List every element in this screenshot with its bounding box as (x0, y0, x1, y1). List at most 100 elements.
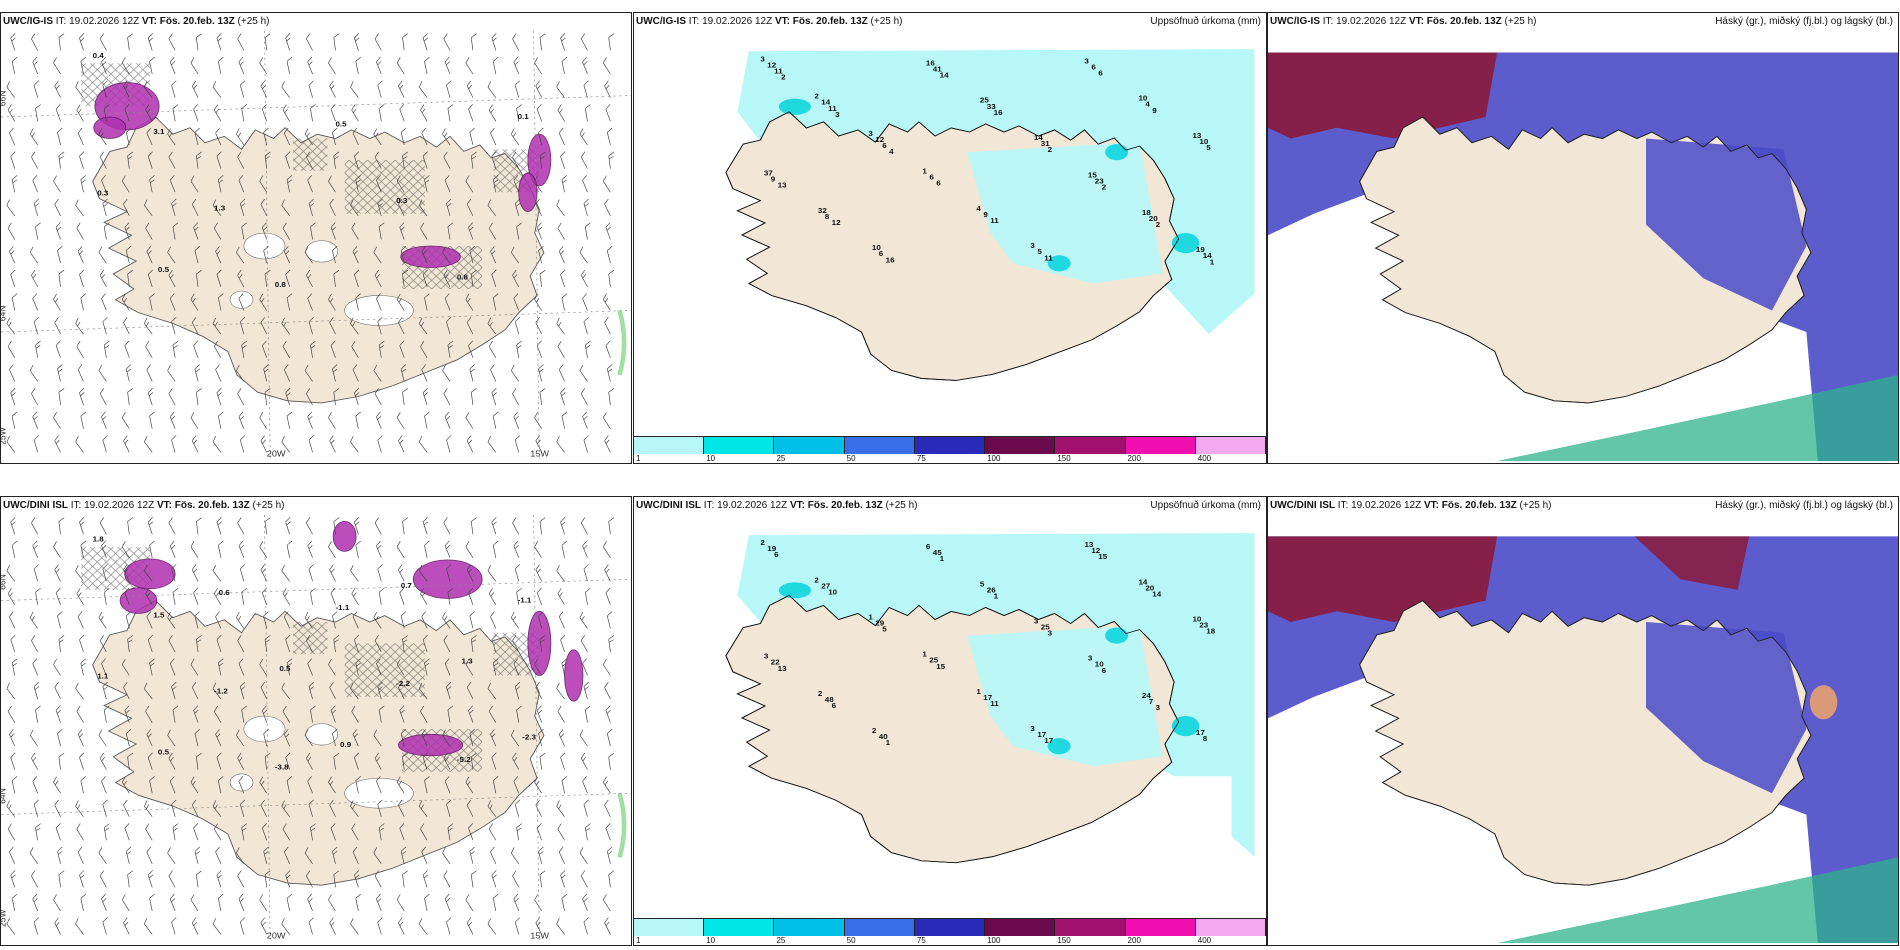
precip-amount-label: 2 (1048, 146, 1052, 154)
graticule-label: 20W (267, 931, 286, 941)
precip-amount-label: 6 (882, 142, 886, 150)
valid-time: Fös. 20.feb. 13Z (171, 500, 250, 511)
precip-amount-label: 13 (1084, 541, 1093, 549)
wind-map: 0.4 3.1 1.3 0.8 0.5 0.3 0.8 0.1 0.3 0.5 66N 64N 25W 2… (1, 31, 631, 461)
precip-amount-label: 3 (868, 130, 872, 138)
wind-value-label: 0.5 (158, 265, 170, 274)
init-time: IT: 19.02.2026 12Z (1320, 16, 1409, 27)
precip-amount-label: 14 (1152, 590, 1162, 598)
precip-amount-label: 25 (929, 656, 938, 664)
precip-map: 2211131314103226533241719272925171712202… (634, 515, 1266, 917)
colorbar-swatch (704, 919, 775, 936)
panel-header: UWC/DINI ISL IT: 19.02.2026 12Z VT: Fös.… (634, 497, 918, 515)
precip-amount-label: 18 (1206, 627, 1215, 635)
precip-amount-label: 2 (760, 539, 764, 547)
panel-header: UWC/DINI ISL IT: 19.02.2026 12Z VT: Fös.… (1, 497, 285, 515)
wind-value-label: 0.8 (275, 280, 287, 289)
precip-amount-label: 11 (828, 104, 836, 112)
precip-amount-label: 6 (926, 543, 930, 551)
precip-amount-label: 26 (987, 586, 996, 594)
valid-time-label: VT: (141, 16, 157, 27)
precip-amount-label: 6 (936, 179, 940, 187)
valid-time: Fös. 20.feb. 13Z (804, 500, 883, 511)
colorbar-tick-label: 10 (706, 936, 716, 945)
precip-amount-label: 25 (980, 96, 989, 104)
precip-amount-label: 2 (781, 73, 785, 81)
precip-amount-label: 12 (767, 61, 776, 69)
precip-amount-label: 24 (1142, 691, 1152, 699)
lead-time: (+25 h) (867, 16, 903, 27)
precip-amount-label: 17 (1196, 729, 1205, 737)
graticule-label: 20W (267, 449, 286, 459)
precip-amount-label: 14 (1203, 252, 1213, 260)
precip-amount-label: 11 (774, 67, 782, 75)
precip-amount-label: 48 (825, 695, 834, 703)
precip-amount-label: 41 (933, 65, 942, 73)
graticule-label: 25W (1, 909, 8, 927)
precip-amount-label: 22 (771, 658, 780, 666)
precip-amount-label: 14 (940, 71, 950, 79)
precip-amount-label: 8 (1203, 735, 1207, 743)
wind-map: 1.8 1.5 -1.2 -3.8 -1.1 -2.2 -5.2 -1.1 1.1 0.5 0.6 0… (1, 515, 631, 943)
precip-amount-label: 3 (1030, 242, 1034, 250)
graticule-label: 64N (1, 788, 8, 804)
precip-amount-label: 1 (922, 650, 926, 658)
colorbar-tick-label: 10 (706, 454, 716, 463)
precip-amount-label: 10 (828, 588, 837, 596)
valid-time-label: VT: (156, 500, 172, 511)
map-panel-ig-wind: UWC/IG-IS IT: 19.02.2026 12Z VT: Fös. 20… (0, 12, 632, 464)
model-name: UWC/DINI ISL (1270, 500, 1335, 511)
precip-amount-label: 15 (1088, 171, 1097, 179)
precip-amount-label: 10 (1138, 94, 1147, 102)
precip-amount-label: 8 (825, 212, 829, 220)
colorbar-swatch (634, 437, 705, 454)
precip-amount-label: 14 (1138, 578, 1148, 586)
lead-time: (+25 h) (882, 500, 918, 511)
precip-amount-label: 10 (1192, 615, 1201, 623)
precip-amount-label: 25 (1041, 623, 1050, 631)
precip-amount-label: 4 (976, 204, 981, 212)
colorbar-tick-label: 150 (1057, 936, 1071, 945)
precip-amount-label: 2 (1102, 183, 1106, 191)
precip-amount-label: 3 (1048, 629, 1052, 637)
colorbar-swatch (844, 919, 915, 936)
init-time: IT: 19.02.2026 12Z (1335, 500, 1424, 511)
lead-time: (+25 h) (1516, 500, 1552, 511)
precip-amount-label: 12 (1091, 547, 1100, 555)
precip-amount-label: 12 (832, 218, 841, 226)
cloud-map (1268, 515, 1898, 943)
precip-amount-label: 6 (929, 173, 933, 181)
precip-amount-label: 18 (1142, 208, 1151, 216)
precip-amount-label: 11 (990, 216, 998, 224)
lead-time: (+25 h) (249, 500, 285, 511)
graticule-label: 15W (530, 449, 549, 459)
precip-amount-label: 19 (767, 545, 776, 553)
precip-amount-label: 6 (1102, 666, 1106, 674)
wind-value-label: 0.4 (93, 51, 105, 60)
precip-amount-label: 1 (940, 555, 944, 563)
precip-amount-label: 3 (1084, 57, 1088, 65)
wind-value-label: 0.5 (158, 748, 170, 757)
precip-amount-label: 20 (1149, 214, 1158, 222)
colorbar-tick-label: 100 (987, 454, 1001, 463)
precip-amount-label: 2 (1156, 220, 1160, 228)
precip-amount-label: 9 (771, 175, 775, 183)
precip-colorbar: 1 10 25 50 75 100 150 200 400 (634, 918, 1266, 945)
precip-amount-label: 3 (1088, 654, 1092, 662)
colorbar-swatch (844, 437, 915, 454)
precip-amount-label: 3 (764, 652, 768, 660)
wind-value-label: 0.6 (219, 588, 231, 597)
wind-value-label: -5.2 (457, 755, 471, 764)
colorbar-swatch (914, 437, 986, 454)
precip-amount-label: 20 (1145, 584, 1154, 592)
colorbar-swatch (634, 919, 705, 936)
model-name: UWC/DINI ISL (636, 500, 701, 511)
wind-value-label: -1.2 (214, 687, 228, 696)
precip-amount-label: 12 (875, 136, 884, 144)
init-time: IT: 19.02.2026 12Z (686, 16, 775, 27)
precip-amount-label: 16 (994, 108, 1003, 116)
precip-amount-label: 13 (1192, 132, 1201, 140)
valid-time-label: VT: (774, 16, 790, 27)
wind-value-label: 3.1 (153, 127, 165, 136)
precip-amount-label: 5 (882, 625, 886, 633)
